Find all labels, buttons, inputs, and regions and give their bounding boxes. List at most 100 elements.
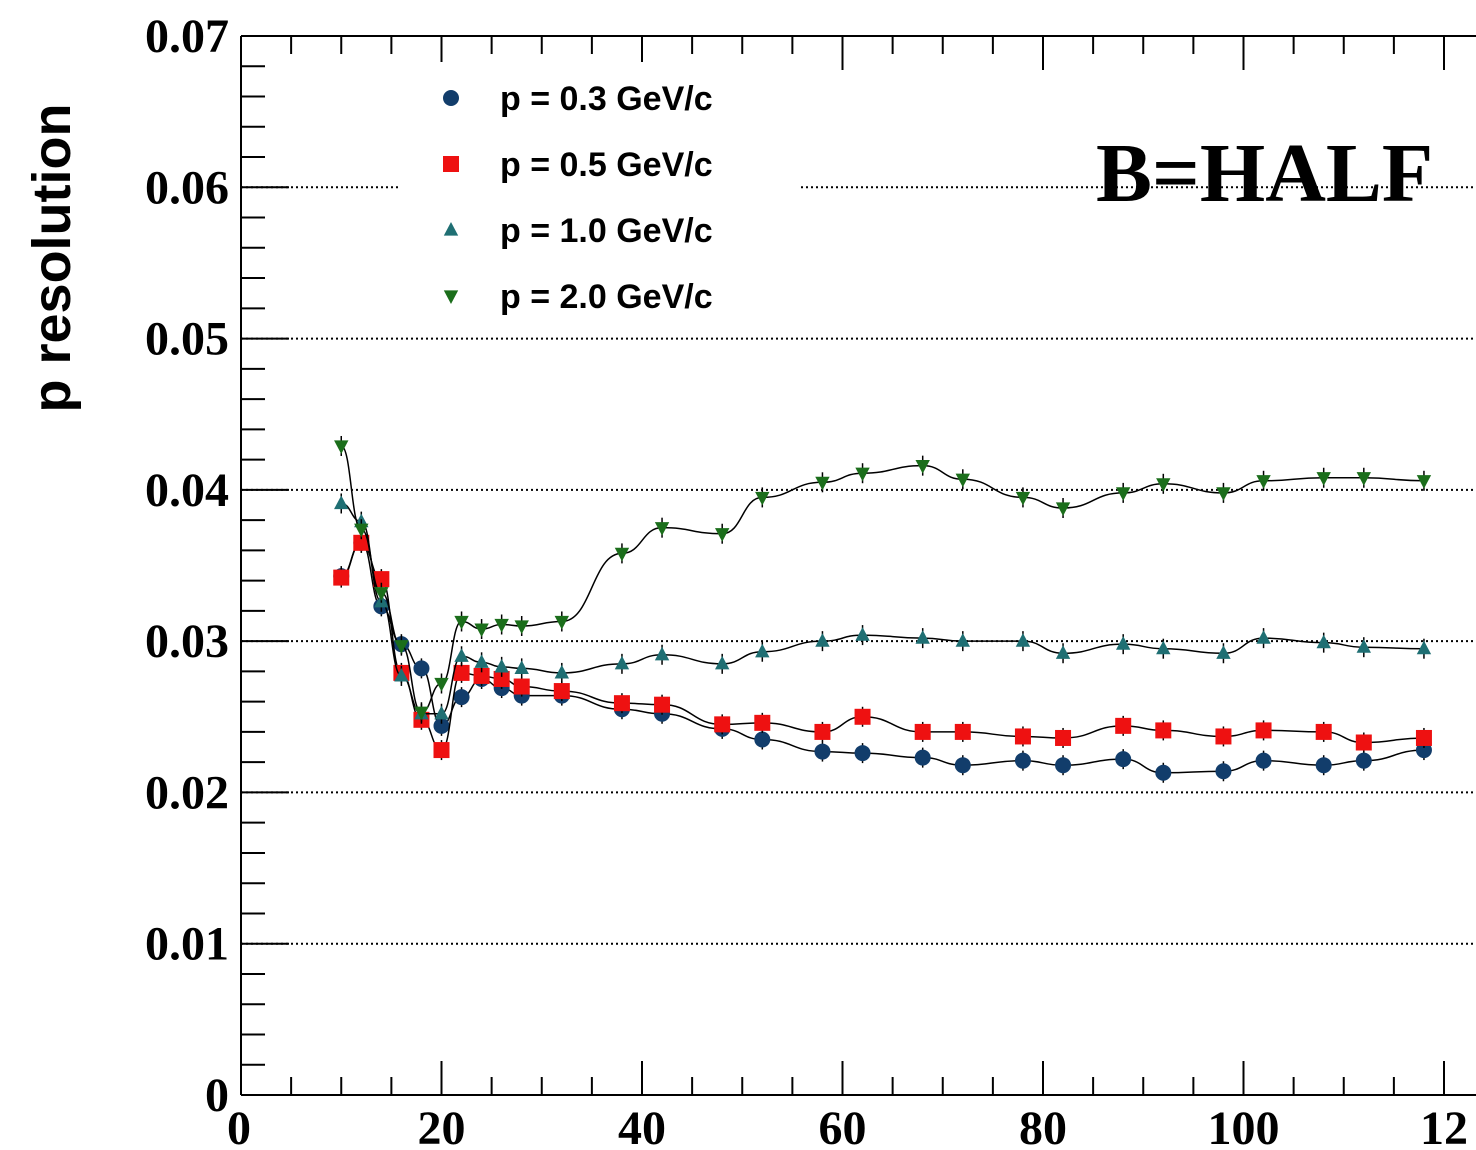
y-tick-label: 0.02 [145, 766, 229, 819]
data-point [1115, 751, 1132, 768]
data-point [1256, 630, 1271, 644]
data-point [1216, 487, 1231, 501]
axes [240, 35, 1476, 1096]
data-point [1416, 475, 1432, 489]
data-point [915, 630, 930, 644]
data-point [1116, 636, 1131, 650]
data-point [513, 678, 530, 695]
data-point [1055, 645, 1071, 659]
data-point [353, 534, 370, 551]
data-point [1156, 640, 1171, 655]
data-point [333, 569, 350, 586]
x-tick-label: 80 [1019, 1102, 1067, 1150]
data-point [554, 664, 569, 679]
data-point [1014, 728, 1031, 745]
data-point [453, 689, 470, 706]
data-point [715, 655, 730, 670]
series-4 [334, 435, 1432, 723]
data-point [413, 660, 430, 677]
data-point [1415, 729, 1432, 746]
data-point [1356, 639, 1371, 653]
data-point [1015, 633, 1031, 647]
data-point [1116, 487, 1131, 501]
legend-box [400, 62, 798, 328]
data-point [855, 627, 870, 641]
data-point [493, 670, 510, 687]
data-point [354, 523, 369, 538]
data-point [754, 714, 771, 731]
data-point [814, 743, 831, 760]
data-point [454, 615, 469, 630]
data-point [654, 696, 671, 713]
data-point [1316, 472, 1331, 486]
data-point [654, 522, 670, 536]
series-layer [333, 435, 1432, 783]
x-tick-label: 60 [819, 1102, 867, 1150]
data-point [1315, 723, 1332, 740]
data-point [914, 749, 931, 766]
data-point [755, 643, 770, 658]
data-point [1156, 478, 1171, 492]
x-tick-label: 20 [418, 1102, 466, 1150]
series-1 [333, 532, 1432, 783]
data-point [453, 664, 470, 681]
legend-label: p = 0.3 GeV/c [500, 80, 713, 118]
series-line [340, 542, 1424, 751]
y-tick-label: 0.07 [145, 10, 229, 63]
data-point [815, 633, 830, 647]
data-point [1316, 634, 1331, 649]
data-point [554, 615, 569, 630]
data-point [1356, 472, 1371, 486]
legend-marker [443, 156, 459, 172]
data-point [474, 623, 489, 638]
tick-labels: 0 0.01 0.02 0.03 0.04 0.05 0.06 0.07 0 20 40 60 80 10… [145, 10, 1468, 1150]
data-point [1055, 729, 1072, 746]
data-point [394, 640, 409, 654]
data-point [1055, 502, 1071, 517]
data-point [434, 705, 449, 720]
data-point [614, 655, 630, 670]
data-point [715, 528, 730, 542]
data-point [1055, 757, 1072, 774]
data-point [1255, 722, 1272, 739]
x-tick-label: 12 [1420, 1102, 1468, 1150]
data-point [914, 723, 931, 740]
legend-label: p = 0.5 GeV/c [500, 146, 713, 184]
data-point [1415, 742, 1432, 759]
data-point [433, 717, 450, 734]
data-point [1215, 728, 1232, 745]
annotation-label: B=HALF [1096, 127, 1433, 220]
data-point [434, 677, 449, 692]
data-point [374, 587, 389, 601]
data-point [654, 646, 670, 661]
data-point [514, 660, 529, 674]
data-point [754, 731, 771, 748]
data-point [1155, 764, 1172, 781]
data-point [1115, 717, 1132, 734]
data-point [1355, 752, 1372, 769]
data-point [614, 547, 630, 562]
data-point [954, 757, 971, 774]
data-point [613, 695, 630, 712]
legend-marker [443, 290, 459, 304]
y-tick-label: 0.03 [145, 615, 229, 668]
data-point [955, 633, 970, 647]
data-point [955, 473, 970, 488]
legend-label: p = 1.0 GeV/c [500, 212, 713, 250]
series-2 [333, 532, 1432, 761]
data-point [814, 723, 831, 740]
data-point [1015, 491, 1031, 506]
data-point [494, 618, 509, 633]
data-point [1255, 752, 1272, 769]
y-tick-label: 0.04 [145, 464, 229, 517]
data-point [394, 667, 409, 682]
data-point [334, 495, 349, 510]
data-point [474, 654, 489, 668]
data-point [414, 706, 429, 721]
data-point [1256, 475, 1271, 489]
data-point [553, 683, 570, 700]
data-point [514, 620, 529, 635]
data-point [714, 716, 731, 733]
data-point [494, 658, 509, 673]
